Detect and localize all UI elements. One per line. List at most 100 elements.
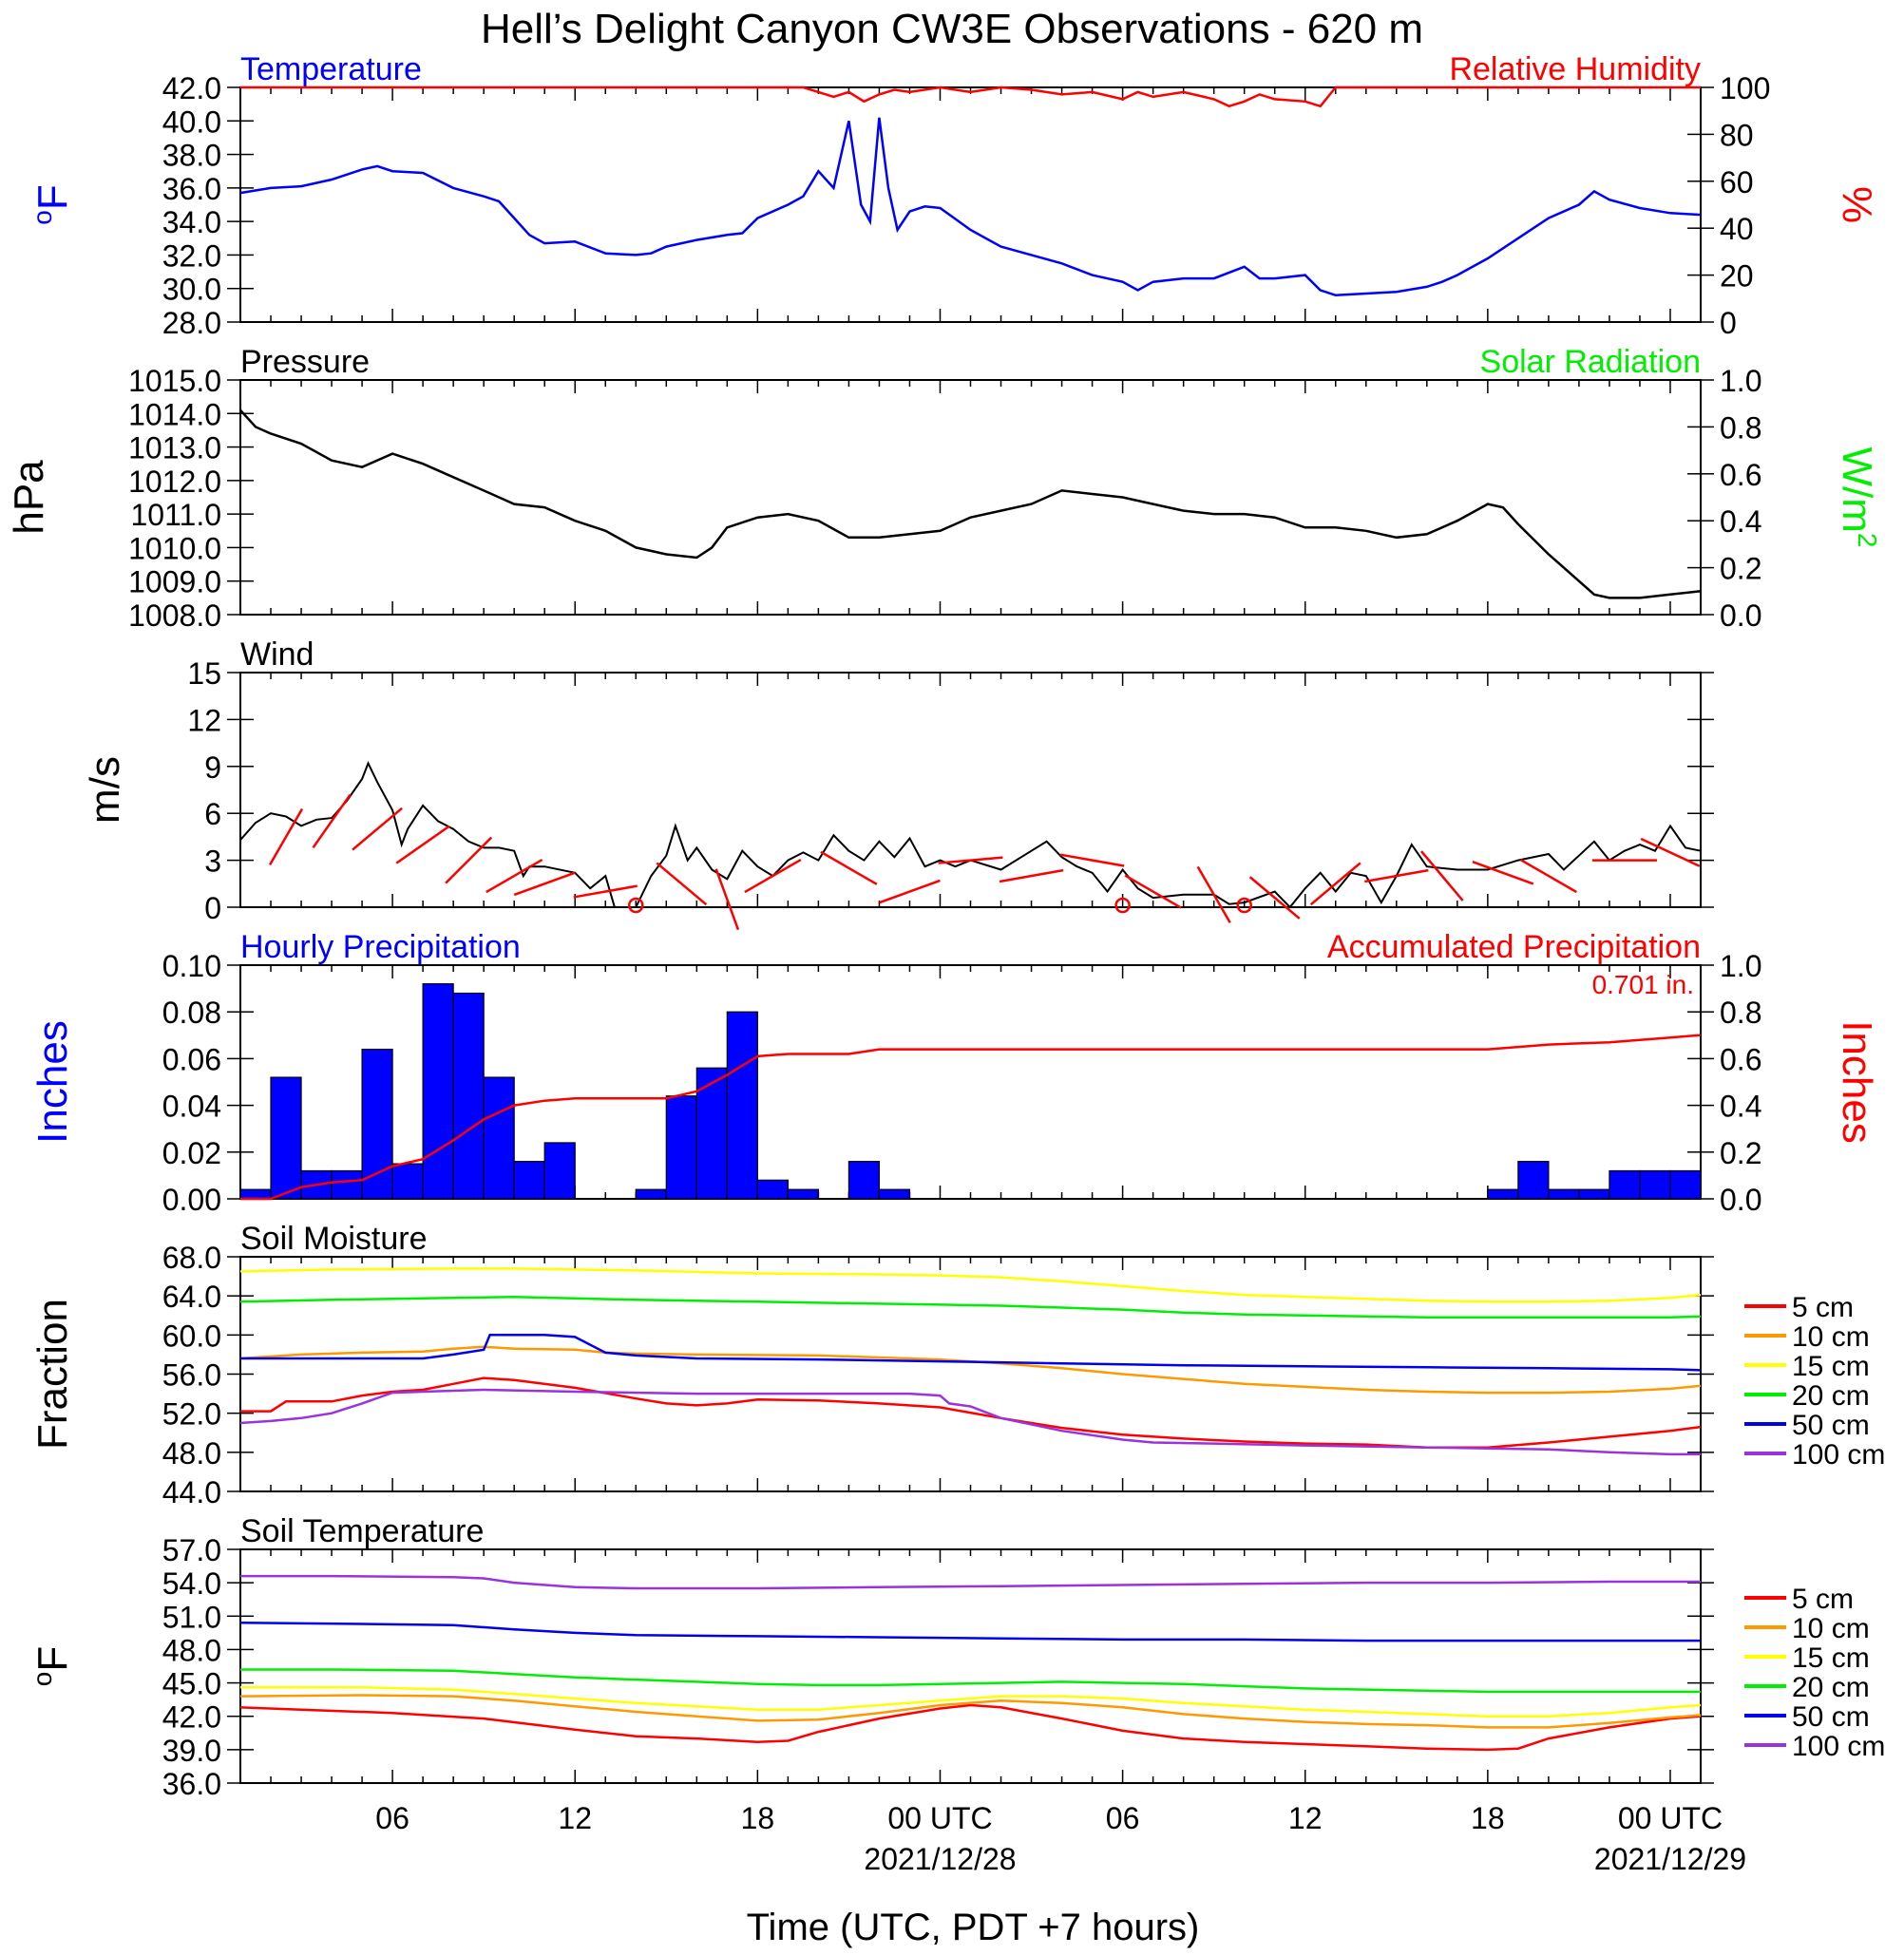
soil-moisture-line xyxy=(239,1295,1702,1319)
wind-barb xyxy=(999,868,1064,883)
wind-barb xyxy=(486,858,543,894)
right-y-tick-label: 1.0 xyxy=(1720,949,1761,983)
y-tick-label: 32.0 xyxy=(162,238,221,273)
x-tick-date: 2021/12/28 xyxy=(864,1842,1016,1876)
precipitation-panel: 0.10 0.08 0.06 0.04 0.02 0.00 1.0 0.8 0.6 0.4 0.2 0… xyxy=(29,929,1880,1217)
precip-bar xyxy=(1517,1161,1550,1200)
right-y-tick-label: 0.8 xyxy=(1720,410,1761,445)
wind-barb xyxy=(312,793,352,849)
x-tick-label: 12 xyxy=(1288,1801,1323,1835)
y-tick-label: 0.06 xyxy=(162,1042,221,1076)
soil-temperature-left-unit: oF xyxy=(28,1646,76,1686)
right-y-tick-label: 0.8 xyxy=(1720,996,1761,1030)
temperature-rh-frame xyxy=(239,86,1702,323)
legend-label: 20 cm xyxy=(1792,1672,1870,1703)
wind-barb xyxy=(268,807,304,865)
legend-label: 100 cm xyxy=(1792,1731,1885,1762)
soil-moisture-line xyxy=(239,1267,1702,1303)
precip-bar xyxy=(361,1048,393,1200)
y-tick-label: 48.0 xyxy=(162,1436,221,1471)
x-tick-label: 00 UTC xyxy=(887,1801,992,1835)
y-tick-label: 1008.0 xyxy=(128,598,221,633)
wind-barb xyxy=(879,879,941,904)
right-y-tick-label: 0.4 xyxy=(1720,1090,1761,1124)
precip-bar xyxy=(391,1163,424,1200)
y-tick-label: 1010.0 xyxy=(128,531,221,565)
y-tick-label: 1012.0 xyxy=(128,465,221,499)
precipitation-right-title: Accumulated Precipitation xyxy=(1327,929,1701,965)
x-tick-label: 06 xyxy=(1106,1801,1140,1835)
precip-bar xyxy=(665,1095,697,1200)
wind-barb xyxy=(445,836,493,884)
legend-label: 100 cm xyxy=(1792,1439,1885,1471)
soil-temperature-line xyxy=(240,1574,1701,1590)
precip-bar xyxy=(787,1188,819,1200)
right-y-tick-label: 0.0 xyxy=(1720,1183,1761,1217)
precip-bar xyxy=(878,1188,911,1200)
y-tick-label: 36.0 xyxy=(162,1767,221,1801)
temperature-rh-left-unit: oF xyxy=(28,184,76,224)
precip-bar xyxy=(331,1169,363,1200)
y-tick-label: 9 xyxy=(204,750,221,785)
legend-label: 20 cm xyxy=(1792,1380,1870,1412)
wind-barb xyxy=(1248,876,1301,920)
y-tick-label: 54.0 xyxy=(162,1566,221,1601)
rh-line xyxy=(240,85,1701,108)
y-tick-label: 0.08 xyxy=(162,996,221,1030)
soil-temperature-line xyxy=(239,1622,1701,1642)
x-axis-label: Time (UTC, PDT +7 hours) xyxy=(747,1907,1200,1948)
legend-label: 50 cm xyxy=(1792,1410,1870,1441)
y-tick-label: 1014.0 xyxy=(128,397,221,431)
y-tick-label: 60.0 xyxy=(162,1319,221,1353)
calm-wind-marker xyxy=(1114,897,1131,914)
y-tick-label: 0.02 xyxy=(162,1136,221,1170)
wind-barb xyxy=(1640,837,1701,867)
precip-bar xyxy=(756,1179,789,1200)
wind-barb xyxy=(1124,874,1182,909)
y-tick-label: 48.0 xyxy=(162,1633,221,1667)
x-tick-label: 06 xyxy=(375,1801,409,1835)
pressure-solar-right-title: Solar Radiation xyxy=(1480,344,1701,380)
temperature-rh-right-unit: % xyxy=(1834,186,1880,223)
soil-temperature-frame xyxy=(239,1548,1702,1784)
y-tick-label: 57.0 xyxy=(162,1533,221,1567)
temperature-line xyxy=(239,117,1702,297)
y-tick-label: 64.0 xyxy=(162,1280,221,1314)
soil-moisture-line xyxy=(240,1376,1702,1449)
legend-label: 10 cm xyxy=(1792,1321,1870,1353)
precip-bar xyxy=(270,1076,302,1200)
right-y-tick-label: 0.4 xyxy=(1720,504,1761,539)
wind-barb xyxy=(744,858,802,894)
y-tick-label: 39.0 xyxy=(162,1734,221,1768)
wind-barb xyxy=(513,871,576,897)
legend-label: 5 cm xyxy=(1792,1584,1854,1615)
y-tick-label: 42.0 xyxy=(162,71,221,105)
y-tick-label: 1011.0 xyxy=(131,498,222,532)
precip-bar xyxy=(847,1161,881,1200)
temperature-rh-panel: 42.040.038.036.034.032.030.028.0 100 80 60 4… xyxy=(28,51,1880,340)
pressure-line xyxy=(239,408,1702,599)
y-tick-label: 0.10 xyxy=(162,949,221,983)
precip-bar xyxy=(1487,1188,1519,1200)
x-tick-label: 12 xyxy=(558,1801,592,1835)
wind-barb xyxy=(938,856,1003,864)
x-tick-label: 00 UTC xyxy=(1618,1801,1723,1835)
wind-barb xyxy=(656,862,708,906)
soil-moisture-panel: 68.0 64.0 60.0 56.0 52.0 48.0 44.0 Soil Moistur… xyxy=(29,1221,1885,1509)
x-tick-label: 18 xyxy=(741,1801,775,1835)
wind-barb xyxy=(1059,853,1125,867)
y-tick-label: 34.0 xyxy=(162,205,221,239)
precip-bar xyxy=(726,1011,758,1200)
right-y-tick-label: 1.0 xyxy=(1720,364,1761,398)
pressure-solar-panel: 1015.01014.01013.01012.01011.01010.01009… xyxy=(6,344,1882,633)
wind-barb xyxy=(395,825,450,864)
soil-moisture-frame xyxy=(239,1256,1702,1492)
accumulated-total-label: 0.701 in. xyxy=(1592,970,1694,999)
precip-bar xyxy=(513,1161,545,1200)
temperature-rh-right-title: Relative Humidity xyxy=(1449,51,1701,87)
wind-panel: 15 12 9 6 3 0 Wind m/s xyxy=(82,636,1714,931)
y-tick-label: 0.00 xyxy=(162,1183,221,1217)
y-tick-label: 38.0 xyxy=(162,139,221,173)
y-tick-label: 6 xyxy=(204,797,221,831)
precipitation-left-unit: Inches xyxy=(29,1020,76,1144)
